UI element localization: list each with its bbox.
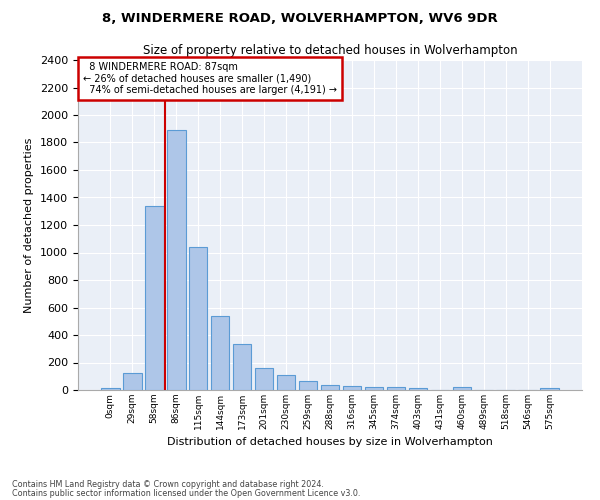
Bar bbox=[299, 381, 317, 390]
Bar bbox=[386, 387, 405, 390]
Y-axis label: Number of detached properties: Number of detached properties bbox=[25, 138, 34, 312]
Bar bbox=[211, 316, 229, 390]
Bar bbox=[255, 368, 274, 390]
Text: 8 WINDERMERE ROAD: 87sqm
← 26% of detached houses are smaller (1,490)
  74% of s: 8 WINDERMERE ROAD: 87sqm ← 26% of detach… bbox=[83, 62, 337, 95]
Bar bbox=[101, 388, 119, 390]
Text: Contains HM Land Registry data © Crown copyright and database right 2024.: Contains HM Land Registry data © Crown c… bbox=[12, 480, 324, 489]
Bar bbox=[189, 247, 208, 390]
Bar bbox=[123, 373, 142, 390]
Bar bbox=[365, 386, 383, 390]
Bar bbox=[167, 130, 185, 390]
Text: Contains public sector information licensed under the Open Government Licence v3: Contains public sector information licen… bbox=[12, 488, 361, 498]
Bar bbox=[320, 384, 340, 390]
Bar bbox=[277, 375, 295, 390]
X-axis label: Distribution of detached houses by size in Wolverhampton: Distribution of detached houses by size … bbox=[167, 438, 493, 448]
Text: 8, WINDERMERE ROAD, WOLVERHAMPTON, WV6 9DR: 8, WINDERMERE ROAD, WOLVERHAMPTON, WV6 9… bbox=[102, 12, 498, 26]
Bar bbox=[343, 386, 361, 390]
Bar bbox=[541, 388, 559, 390]
Bar bbox=[409, 388, 427, 390]
Bar bbox=[452, 386, 471, 390]
Bar bbox=[145, 206, 164, 390]
Title: Size of property relative to detached houses in Wolverhampton: Size of property relative to detached ho… bbox=[143, 44, 517, 58]
Bar bbox=[233, 344, 251, 390]
